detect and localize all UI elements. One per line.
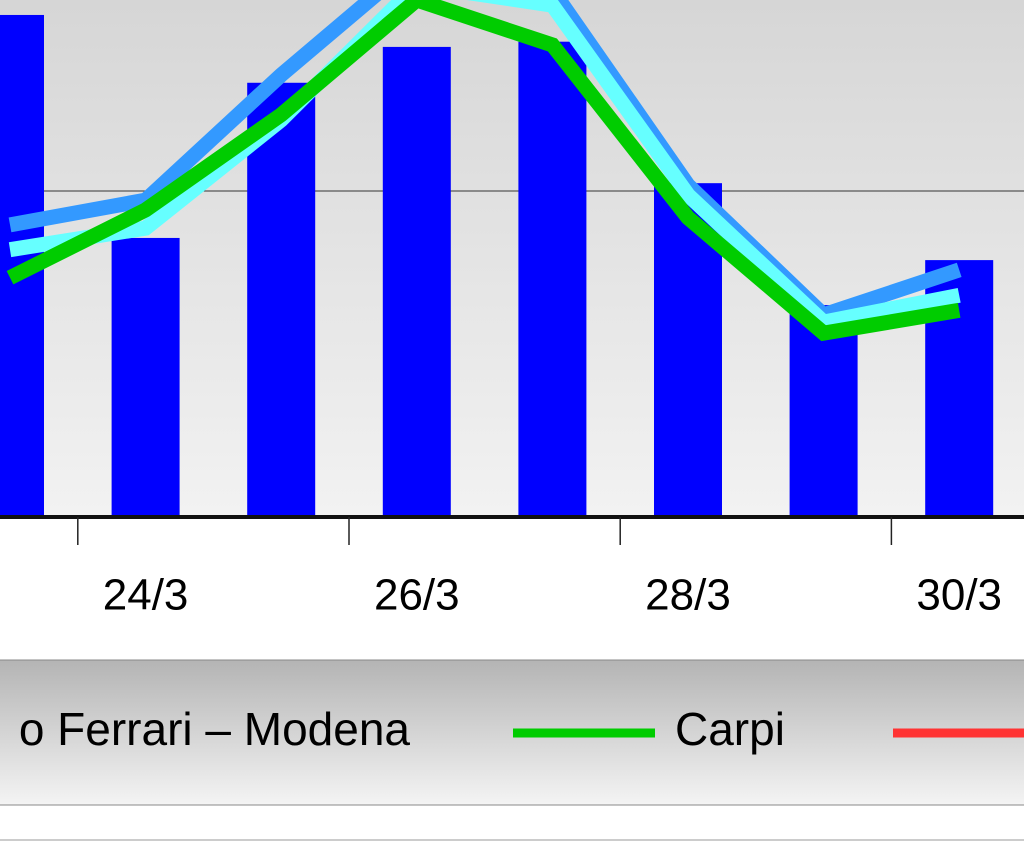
legend-box (0, 659, 1024, 806)
x-tick-label: 26/3 (374, 571, 460, 620)
line (8, 0, 961, 331)
x-tick-label: 30/3 (916, 571, 1002, 620)
line (6, 0, 961, 342)
bar (247, 82, 316, 517)
bar (382, 46, 451, 518)
x-tick-label: 28/3 (645, 571, 731, 620)
x-tick-label: 24/3 (103, 571, 189, 620)
bar (111, 237, 180, 517)
legend-label: Carpi (675, 703, 785, 755)
bar (518, 41, 587, 517)
legend-label: o Ferrari – Modena (19, 703, 411, 755)
